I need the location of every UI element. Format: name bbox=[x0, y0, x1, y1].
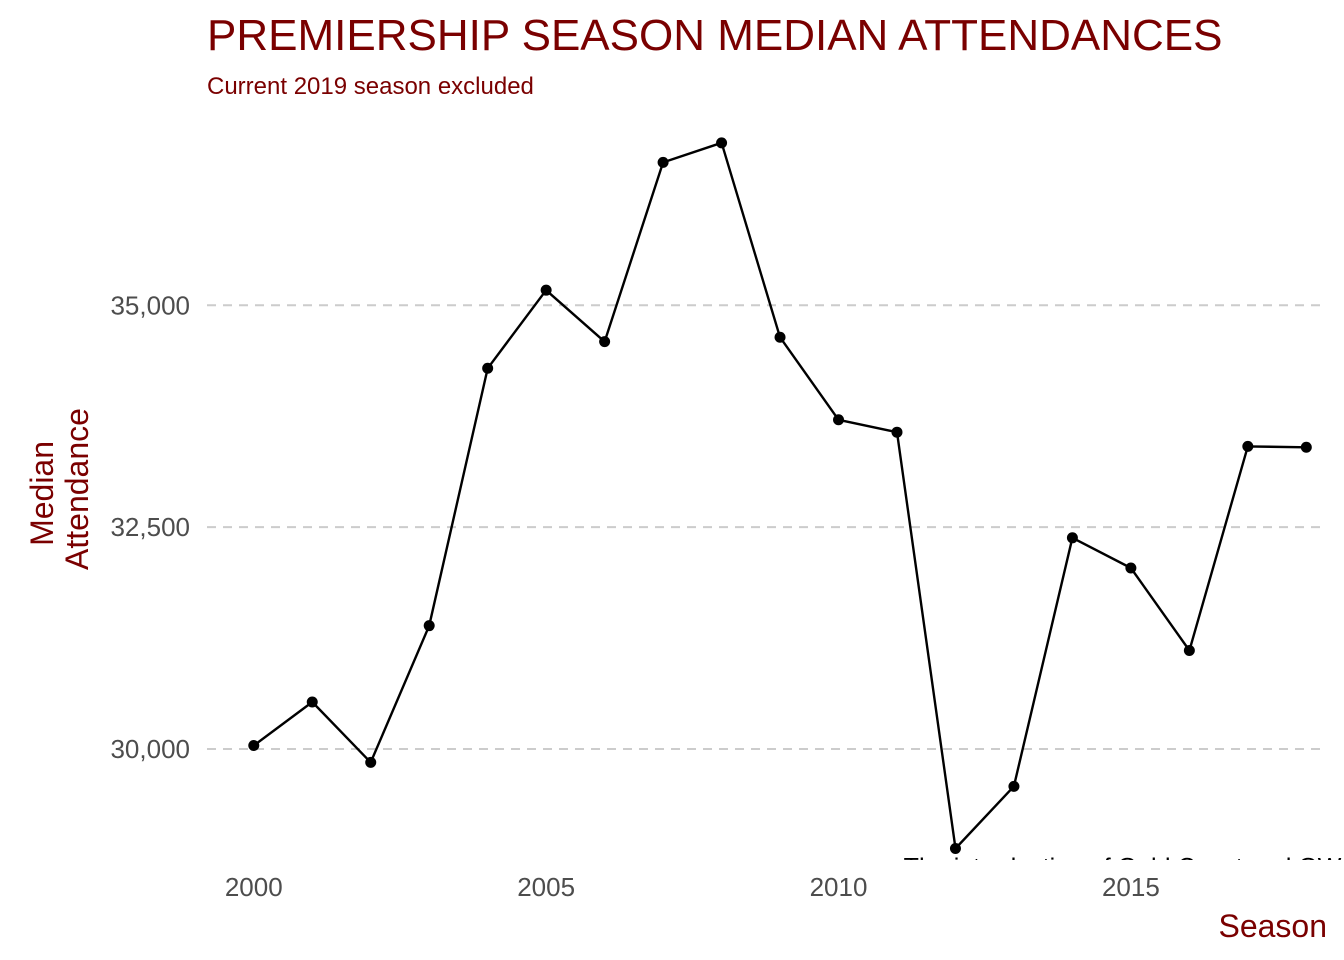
y-axis-title-line: Median bbox=[24, 441, 60, 546]
y-tick-label: 30,000 bbox=[110, 734, 190, 764]
annotation: The introduction of Gold Coast and GWSre… bbox=[904, 853, 1344, 881]
data-point bbox=[774, 331, 786, 343]
x-axis-title: Season bbox=[1218, 908, 1327, 944]
y-tick-label: 32,500 bbox=[110, 512, 190, 542]
data-point bbox=[1300, 441, 1312, 453]
x-axis-tick-labels: 2000 2005 2010 2015 bbox=[225, 872, 1160, 902]
y-tick-label: 35,000 bbox=[110, 290, 190, 320]
y-axis-title: Median Attendance bbox=[24, 408, 95, 570]
chart-subtitle: Current 2019 season excluded bbox=[207, 73, 534, 100]
y-axis-title-line: Attendance bbox=[59, 408, 95, 570]
data-point bbox=[1066, 532, 1078, 544]
data-point bbox=[657, 156, 669, 168]
data-point bbox=[949, 842, 961, 854]
data-point bbox=[1183, 645, 1195, 657]
data-point bbox=[423, 620, 435, 632]
chart-title: PREMIERSHIP SEASON MEDIAN ATTENDANCES bbox=[207, 11, 1222, 60]
data-point bbox=[599, 336, 611, 348]
series-line bbox=[253, 141, 1307, 850]
data-point bbox=[833, 414, 845, 426]
x-tick-label: 2000 bbox=[225, 872, 283, 902]
annotation-line: The introduction of Gold Coast and GWS bbox=[904, 853, 1344, 881]
data-point bbox=[1125, 562, 1137, 574]
data-point bbox=[482, 362, 494, 374]
data-point bbox=[248, 740, 260, 752]
y-axis-tick-labels: 30,000 32,500 35,000 bbox=[110, 290, 190, 764]
data-point bbox=[365, 756, 377, 768]
data-point bbox=[1008, 780, 1020, 792]
x-tick-label: 2010 bbox=[810, 872, 868, 902]
data-point bbox=[540, 284, 552, 296]
data-point bbox=[1242, 440, 1254, 452]
data-point bbox=[716, 137, 728, 149]
data-point bbox=[891, 426, 903, 438]
series-group bbox=[248, 137, 1312, 854]
x-tick-label: 2015 bbox=[1102, 872, 1160, 902]
x-tick-label: 2005 bbox=[517, 872, 575, 902]
gridlines bbox=[207, 304, 1327, 751]
data-point bbox=[306, 696, 318, 708]
